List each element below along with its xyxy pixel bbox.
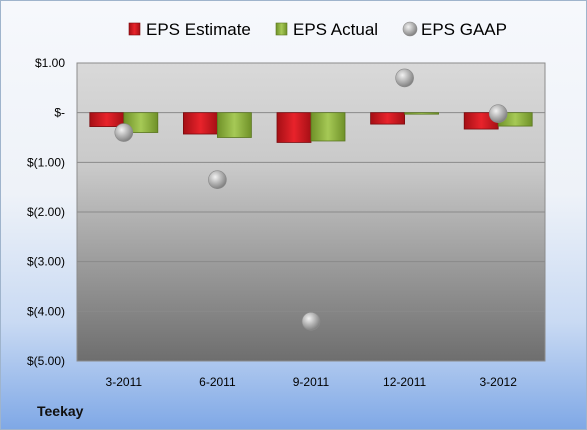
legend-eps-actual: EPS Actual [275, 20, 378, 39]
legend-label: EPS GAAP [421, 20, 507, 39]
company-name: Teekay [37, 403, 84, 419]
eps-actual-bar [216, 112, 252, 138]
bars [89, 112, 533, 143]
legend: EPS Estimate EPS Actual EPS GAAP [128, 20, 507, 39]
eps-actual-bar [310, 112, 346, 142]
eps-gaap-point [114, 123, 134, 142]
gaap-points [114, 68, 508, 331]
eps-gaap-point [488, 104, 508, 123]
eps-actual-bar [123, 112, 159, 133]
eps-estimate-bar [182, 112, 218, 135]
eps-estimate-bar [276, 112, 312, 143]
y-axis-ticks: $1.00 $- $(1.00) $(2.00) $(3.00) $(4.00) $(5.0… [27, 56, 65, 368]
y-tick-label: $1.00 [35, 56, 65, 70]
y-tick-label: $(5.00) [27, 354, 65, 368]
eps-gaap-point [395, 68, 414, 88]
eps-actual-bar [404, 112, 440, 115]
x-tick-label: 3-2011 [106, 375, 143, 389]
x-tick-label: 6-2011 [199, 375, 236, 389]
y-tick-label: $(4.00) [27, 304, 65, 318]
x-tick-label: 12-2011 [383, 375, 426, 389]
x-tick-label: 9-2011 [293, 375, 330, 389]
y-tick-label: $(2.00) [27, 205, 65, 219]
eps-estimate-bar [89, 112, 125, 127]
y-tick-label: $(1.00) [27, 155, 65, 169]
eps-gaap-point [301, 311, 321, 331]
eps-estimate-bar [370, 112, 406, 125]
y-tick-label: $- [54, 106, 65, 120]
legend-swatch [402, 21, 418, 37]
x-axis-ticks: 3-2011 6-2011 9-2011 12-2011 3-2012 [106, 375, 518, 389]
legend-label: EPS Actual [293, 20, 378, 39]
legend-swatch [128, 22, 141, 36]
eps-gaap-point [208, 170, 227, 190]
legend-eps-estimate: EPS Estimate [128, 20, 251, 39]
y-tick-label: $(3.00) [27, 255, 65, 269]
legend-swatch [275, 22, 288, 36]
legend-label: EPS Estimate [146, 20, 251, 39]
x-tick-label: 3-2012 [480, 375, 518, 389]
legend-eps-gaap: EPS GAAP [402, 20, 507, 39]
